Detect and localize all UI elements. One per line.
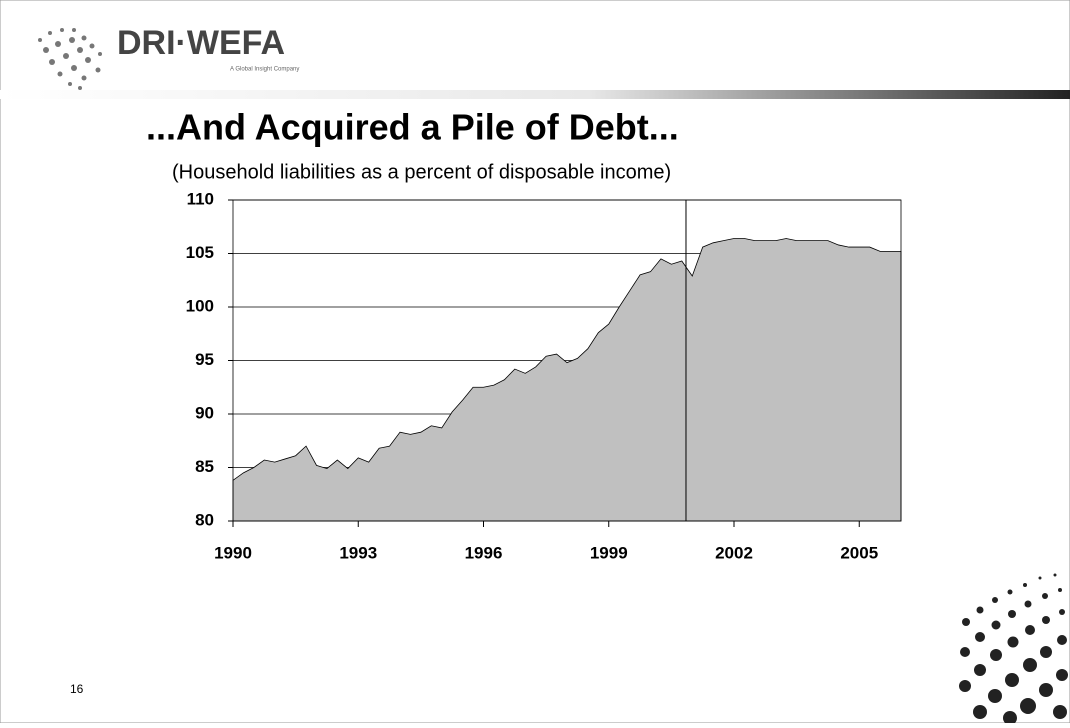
area xyxy=(232,238,902,522)
x-tick-label: 1999 xyxy=(590,543,628,562)
y-tick-label: 90 xyxy=(195,403,214,422)
page-number: 16 xyxy=(70,682,84,696)
y-tick-label: 105 xyxy=(186,243,214,262)
x-tick-label: 2002 xyxy=(715,543,753,562)
chart-title: ...And Acquired a Pile of Debt... xyxy=(146,107,679,148)
y-tick-label: 100 xyxy=(186,296,214,315)
corner-dots xyxy=(959,573,1068,725)
x-tick-label: 1990 xyxy=(214,543,252,562)
logo-dots xyxy=(38,28,102,90)
y-tick-label: 110 xyxy=(187,189,214,208)
logo: DRI·WEFA xyxy=(117,24,285,62)
x-tick-label: 1996 xyxy=(465,543,503,562)
plot: 80 85 90 95 100 105 110 1990 1993 1996 1999 2002 200… xyxy=(186,189,902,562)
y-tick-label: 85 xyxy=(195,457,214,476)
header-band xyxy=(0,90,1070,99)
logo-tagline: A Global Insight Company xyxy=(230,67,299,73)
y-tick-label: 80 xyxy=(195,510,214,529)
x-tick-label: 1993 xyxy=(339,543,377,562)
x-tick-label: 2005 xyxy=(840,543,878,562)
y-tick-label: 95 xyxy=(195,350,214,369)
chart-subtitle: (Household liabilities as a percent of d… xyxy=(172,161,671,183)
